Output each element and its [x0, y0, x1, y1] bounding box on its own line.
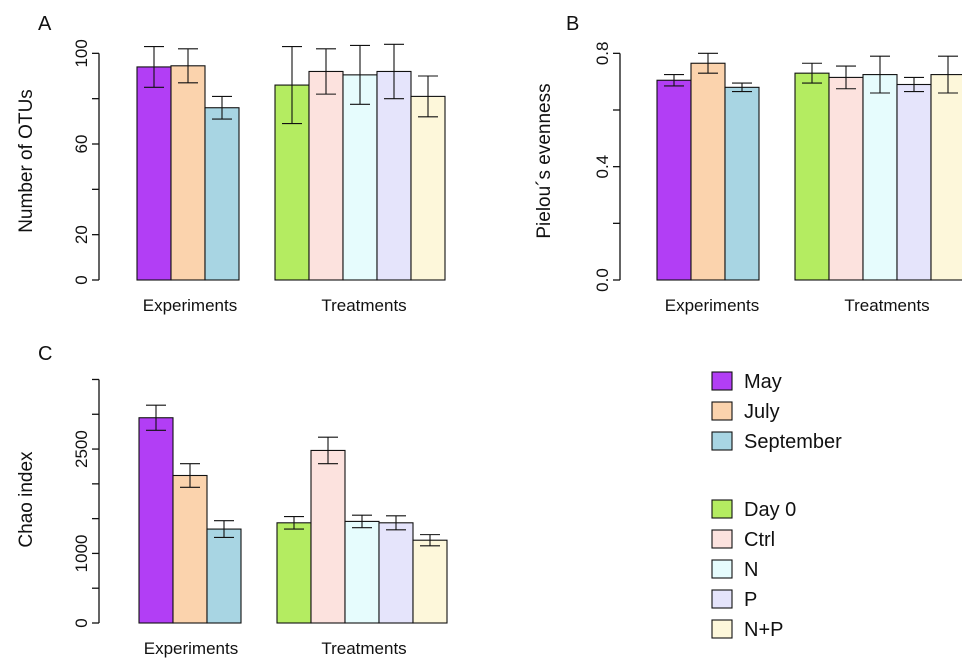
y-axis-label: Chao index — [16, 451, 37, 548]
panel-letter: A — [38, 13, 52, 35]
y-tick-label: 1000 — [72, 535, 91, 573]
legend-swatch — [711, 589, 733, 609]
legend-swatch — [711, 431, 733, 451]
bar-group-treatments — [276, 436, 448, 624]
bar-n — [862, 74, 898, 281]
legend-label: N+P — [744, 619, 783, 641]
bar-group-experiments — [138, 404, 242, 624]
panel-letter: C — [38, 343, 52, 365]
category-label: Treatments — [844, 296, 929, 315]
legend-item-n: N — [711, 559, 758, 581]
legend-item-ctrl: Ctrl — [711, 529, 775, 551]
y-tick-label: 100 — [72, 39, 91, 67]
bar-may — [656, 79, 692, 281]
y-tick-label: 0.8 — [593, 42, 612, 66]
legend-swatch — [711, 559, 733, 579]
bar-group-treatments — [274, 43, 446, 281]
bar-n-p — [930, 74, 962, 281]
bar-ctrl — [310, 449, 346, 624]
bar-p — [896, 83, 932, 281]
legend-label: N — [744, 559, 758, 581]
y-tick-label: 0.4 — [593, 155, 612, 179]
bar-day-0 — [274, 84, 310, 281]
y-tick-label: 0 — [72, 275, 91, 284]
bar-july — [170, 65, 206, 281]
legend-item-p: P — [711, 589, 757, 611]
legend-label: September — [744, 431, 842, 453]
y-tick-label: 2500 — [72, 430, 91, 468]
legend: May July September Day 0 Ctrl NP N+P — [711, 371, 842, 641]
panels: A Number of OTUs 0 20 60 100 Experiments Treatm… — [16, 13, 962, 658]
panel-a: A Number of OTUs 0 20 60 100 Experiments Treatm… — [16, 13, 446, 315]
bar-p — [378, 522, 414, 624]
bar-july — [690, 62, 726, 281]
bar-group-experiments — [136, 45, 240, 281]
bar-july — [172, 474, 208, 624]
bar-n — [344, 520, 380, 624]
bar-n-p — [410, 95, 446, 281]
y-axis-label: Pielou´s evenness — [534, 83, 555, 238]
bar-day-0 — [276, 522, 312, 624]
bar-may — [136, 66, 172, 281]
bar-n — [342, 74, 378, 281]
panel-c: C Chao index 0 1000 2500 Experiments Treatment… — [16, 343, 448, 658]
legend-label: May — [744, 371, 782, 393]
bar-n-p — [412, 539, 448, 624]
legend-label: Ctrl — [744, 529, 775, 551]
legend-item-july: July — [711, 401, 780, 423]
legend-label: July — [744, 401, 780, 423]
bar-ctrl — [828, 76, 864, 281]
bar-group-treatments — [794, 55, 962, 281]
legend-swatch — [711, 529, 733, 549]
legend-swatch — [711, 371, 733, 391]
bar-september — [204, 107, 240, 281]
category-label: Experiments — [143, 296, 237, 315]
y-tick-label: 0.0 — [593, 268, 612, 292]
category-label: Experiments — [665, 296, 759, 315]
legend-swatch — [711, 499, 733, 519]
y-tick-label: 60 — [72, 135, 91, 154]
legend-swatch — [711, 619, 733, 639]
panel-letter: B — [566, 13, 579, 35]
legend-item-may: May — [711, 371, 782, 393]
category-label: Treatments — [321, 639, 406, 658]
panel-b: B Pielou´s evenness 0.0 0.4 0.8 Experiments Tr… — [534, 13, 962, 315]
y-tick-label: 0 — [72, 618, 91, 627]
legend-label: Day 0 — [744, 499, 796, 521]
legend-item-n-p: N+P — [711, 619, 783, 641]
legend-label: P — [744, 589, 757, 611]
category-label: Treatments — [321, 296, 406, 315]
bar-group-experiments — [656, 52, 760, 281]
bar-september — [724, 86, 760, 281]
bar-ctrl — [308, 70, 344, 281]
bar-may — [138, 417, 174, 624]
bar-p — [376, 70, 412, 281]
legend-item-september: September — [711, 431, 842, 453]
category-label: Experiments — [144, 639, 238, 658]
bar-september — [206, 528, 242, 624]
legend-item-day-0: Day 0 — [711, 499, 796, 521]
bar-day-0 — [794, 72, 830, 281]
legend-swatch — [711, 401, 733, 421]
y-tick-label: 20 — [72, 225, 91, 244]
y-axis-label: Number of OTUs — [16, 89, 37, 233]
